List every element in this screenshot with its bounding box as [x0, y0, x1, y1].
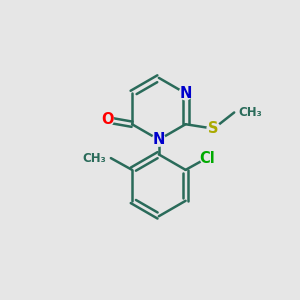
Text: N: N [179, 86, 192, 101]
Circle shape [179, 87, 192, 100]
Text: Cl: Cl [199, 151, 215, 166]
Text: S: S [208, 121, 219, 136]
Text: O: O [101, 112, 113, 127]
Text: N: N [153, 132, 165, 147]
Circle shape [200, 152, 213, 165]
Circle shape [207, 122, 220, 135]
Circle shape [100, 113, 113, 126]
Circle shape [152, 133, 165, 146]
Text: CH₃: CH₃ [83, 152, 106, 165]
Text: CH₃: CH₃ [238, 106, 262, 119]
